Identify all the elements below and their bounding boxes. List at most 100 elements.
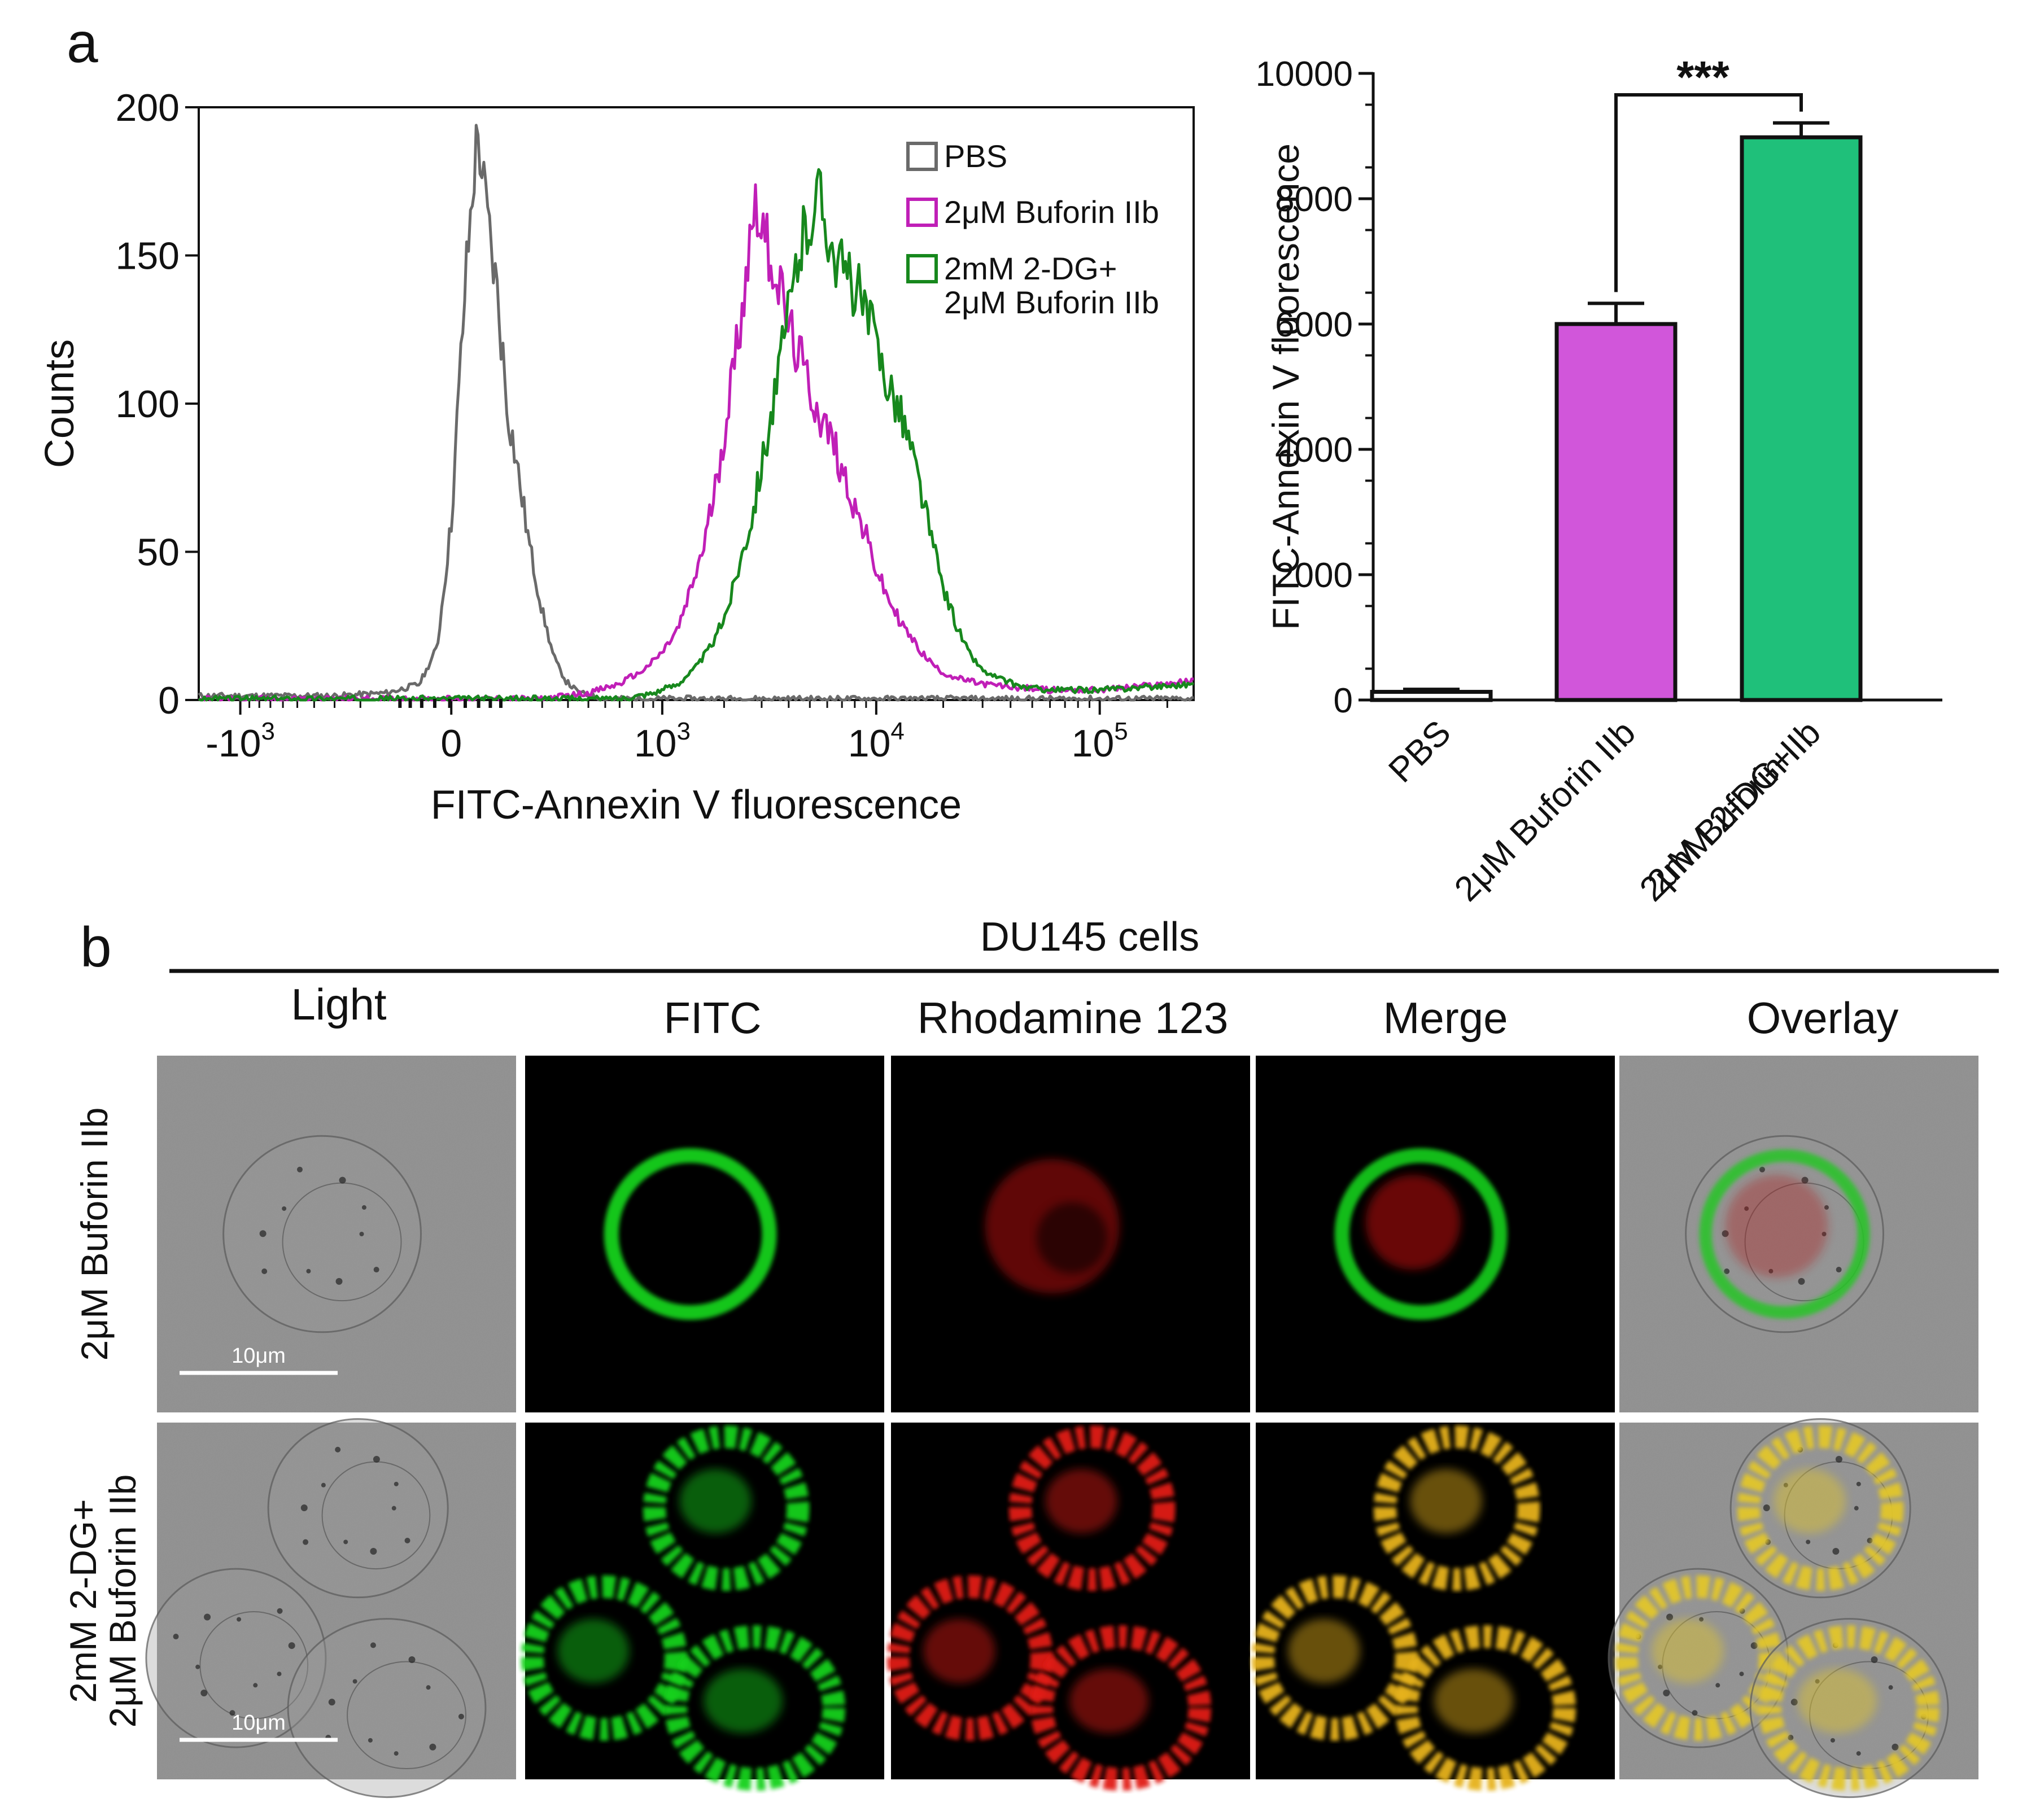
bar-chart-y-axis-title: FITC-Annexin V fluorescence (1265, 143, 1307, 630)
cell-membrane (1608, 1568, 1789, 1748)
micrograph-r2-light: 10μm (145, 1418, 516, 1799)
cell-granule (1801, 1176, 1809, 1184)
cell-granule (352, 1679, 357, 1684)
cell-granule (1888, 1685, 1893, 1690)
cell-granule (426, 1685, 431, 1690)
histogram-x-tick-label: 105 (1072, 718, 1128, 765)
cell-granule (1715, 1683, 1720, 1688)
fluorescent-cluster-signal (923, 1618, 995, 1683)
cell-granule (321, 1482, 326, 1488)
bar-chart-y-tick-label: 2000 (1275, 556, 1353, 595)
histogram-x-tick-exponent: 4 (890, 718, 904, 745)
cell-body (223, 1136, 421, 1332)
cell-granule (1832, 1547, 1840, 1555)
histogram-x-tick-base: 10 (634, 722, 677, 765)
histogram-x-tick-base: 10 (1072, 722, 1115, 765)
cell-granule (303, 1539, 309, 1545)
column-header-merge: Merge (1383, 993, 1508, 1043)
cell-granule (370, 1642, 376, 1648)
cell-granule (1835, 1455, 1842, 1463)
cell-granule (261, 1268, 268, 1274)
cell-granule (335, 1446, 341, 1453)
row-label: 2μM Buforin IIb (73, 1108, 115, 1361)
cell-granule (394, 1481, 399, 1486)
histogram-event-mark (408, 699, 412, 708)
cell-granule (1739, 1672, 1744, 1677)
cell-granule (1790, 1699, 1798, 1706)
green-membrane-signal (1699, 1149, 1870, 1319)
cell-granule (373, 1455, 380, 1463)
fluorescent-cluster-signal (557, 1618, 630, 1683)
microscopy-title: DU145 cells (980, 915, 1199, 960)
micrograph-r1-overlay (1619, 1056, 1978, 1412)
cell-granule (195, 1664, 200, 1669)
column-header-rhodamine-123: Rhodamine 123 (918, 993, 1229, 1043)
histogram-x-tick-base: -10 (206, 722, 261, 765)
fluorescent-cluster-signal (679, 1469, 752, 1533)
cell-granule (458, 1713, 464, 1720)
microscopy-grid: Light FITC Rhodamine 123 Merge Overlay 2μM Bu… (62, 979, 1978, 1799)
cell-membrane (222, 1135, 422, 1333)
cell-granule (1854, 1506, 1859, 1511)
histogram-series-line-2 (198, 168, 1194, 702)
histogram-y-tick-label: 50 (137, 531, 180, 574)
fluorescent-cluster-signal (1410, 1469, 1482, 1533)
bar-chart-category-label: 2μM Buforin IIb (1447, 713, 1643, 909)
cell-granule (1824, 1205, 1829, 1210)
cell-granule (204, 1613, 211, 1621)
cell-granule (1871, 1656, 1878, 1664)
cell-body (288, 1618, 486, 1797)
cell-body (268, 1419, 448, 1598)
bar-chart-y-tick-label: 6000 (1275, 305, 1353, 344)
cell-membrane (287, 1618, 487, 1799)
cell-granule (200, 1689, 208, 1696)
histogram-y-tick-label: 150 (116, 235, 180, 278)
fluorescent-ring-signal (1373, 1425, 1540, 1591)
histogram-x-tick-base: 0 (440, 722, 462, 765)
cell-granule (429, 1743, 436, 1751)
significance-stars: *** (1676, 52, 1729, 102)
fluorescent-ring-signal (1251, 1575, 1418, 1741)
bar-chart-category-label: 2μM Buforin IIb (1632, 713, 1828, 909)
fluorescent-ring-signal (521, 1575, 688, 1741)
histogram-series (198, 124, 1194, 708)
fluorescent-cluster-signal (1652, 1618, 1724, 1683)
micrograph-r2-fitc (521, 1423, 884, 1791)
fluorescent-cluster-signal (1069, 1669, 1149, 1733)
cell-granule (370, 1547, 377, 1555)
cell-granule (1759, 1166, 1765, 1172)
column-header-light: Light (291, 979, 386, 1029)
micrograph-texture (157, 1056, 516, 1412)
legend-swatch-0 (906, 142, 938, 171)
histogram-y-tick-label: 100 (116, 383, 180, 426)
fluorescent-ring-signal (604, 1148, 777, 1320)
cell-membrane (1749, 1618, 1949, 1799)
bar-chart-y-tick-label: 4000 (1275, 431, 1353, 470)
histogram-event-mark (420, 699, 423, 708)
cell-granule (1692, 1710, 1698, 1716)
cell-granule (1806, 1539, 1811, 1545)
fluorescent-cluster-signal (1434, 1669, 1514, 1733)
cell-granule (1750, 1642, 1758, 1650)
micrograph-r1-light: 10μm (157, 1056, 516, 1412)
cell-granule (408, 1656, 416, 1664)
histogram-y-tick-label: 200 (116, 86, 180, 129)
bar-chart-significance: *** (1614, 52, 1803, 292)
histogram-series-line-0 (198, 124, 1194, 702)
micrograph-r2-rhodamine-123 (886, 1423, 1250, 1791)
cell-granule (1836, 1267, 1842, 1273)
fluorescent-cluster-signal (1798, 1669, 1877, 1733)
histogram-event-mark (433, 699, 436, 708)
cell-granule (339, 1176, 346, 1184)
bar-chart-y-tick-label: 10000 (1256, 55, 1353, 94)
bar-chart-y-tick-label: 0 (1334, 681, 1353, 720)
histogram-x-tick-label: 0 (440, 722, 462, 765)
cell-granule (335, 1278, 343, 1285)
fluorescent-cluster-signal (1774, 1469, 1846, 1533)
histogram-event-mark (477, 699, 481, 708)
micrograph-r2-overlay (1608, 1418, 1978, 1799)
histogram-y-ticks: 0 50 100 150 200 (116, 86, 199, 722)
histogram-x-ticks: -103 0 103 104 105 (206, 700, 1168, 765)
